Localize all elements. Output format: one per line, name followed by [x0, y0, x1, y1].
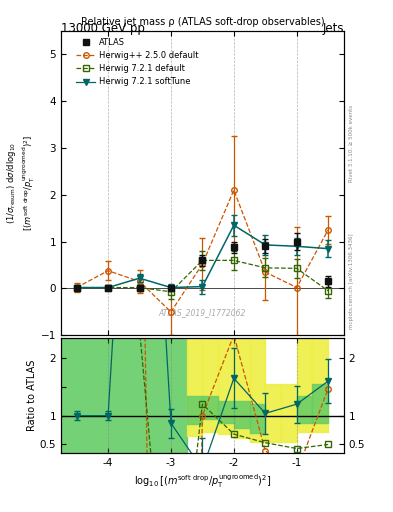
- Text: 13000 GeV pp: 13000 GeV pp: [61, 22, 145, 34]
- Text: Jets: Jets: [322, 22, 344, 34]
- X-axis label: $\log_{10}[(m^{\rm soft\ drop}/p_{\rm T}^{\rm ungroomed})^2]$: $\log_{10}[(m^{\rm soft\ drop}/p_{\rm T}…: [134, 472, 271, 490]
- Y-axis label: $(1/\sigma_{\rm resum})\ \mathrm{d}\sigma/\mathrm{d}\log_{10}$
$[(m^{\rm soft\ d: $(1/\sigma_{\rm resum})\ \mathrm{d}\sigm…: [5, 135, 37, 231]
- Title: Relative jet mass ρ (ATLAS soft-drop observables): Relative jet mass ρ (ATLAS soft-drop obs…: [81, 17, 324, 27]
- Legend: ATLAS, Herwig++ 2.5.0 default, Herwig 7.2.1 default, Herwig 7.2.1 softTune: ATLAS, Herwig++ 2.5.0 default, Herwig 7.…: [76, 38, 198, 87]
- Text: mcplots.cern.ch [arXiv:1306.3436]: mcplots.cern.ch [arXiv:1306.3436]: [349, 234, 354, 329]
- Text: ATLAS_2019_I1772062: ATLAS_2019_I1772062: [159, 308, 246, 317]
- Text: Rivet 3.1.10, ≥ 500k events: Rivet 3.1.10, ≥ 500k events: [349, 105, 354, 182]
- Y-axis label: Ratio to ATLAS: Ratio to ATLAS: [27, 360, 37, 431]
